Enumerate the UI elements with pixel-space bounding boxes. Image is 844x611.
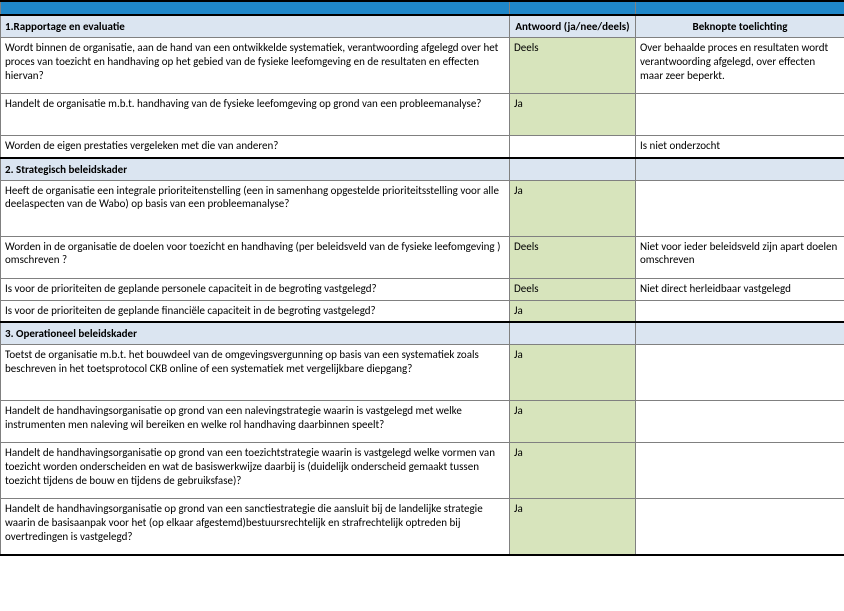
- table-row: Heeft de organisatie een integrale prior…: [1, 180, 844, 236]
- question-cell: Toetst de organisatie m.b.t. het bouwdee…: [1, 345, 510, 401]
- table-row: Handelt de handhavingsorganisatie op gro…: [1, 499, 844, 555]
- answer-cell: Ja: [510, 345, 636, 401]
- table-row: Toetst de organisatie m.b.t. het bouwdee…: [1, 345, 844, 401]
- table-row: Handelt de handhavingsorganisatie op gro…: [1, 443, 844, 499]
- top-bar-cell: [510, 1, 636, 15]
- section-title: 1.Rapportage en evaluatie: [1, 15, 510, 38]
- answer-cell: Ja: [510, 300, 636, 322]
- section-header-empty: [510, 322, 636, 345]
- answer-cell: Deels: [510, 278, 636, 300]
- column-header-answer: Antwoord (ja/nee/deels): [510, 15, 636, 38]
- question-cell: Is voor de prioriteiten de geplande pers…: [1, 278, 510, 300]
- section-header-empty: [510, 158, 636, 181]
- table-row: Handelt de handhavingsorganisatie op gro…: [1, 401, 844, 443]
- answer-cell: Ja: [510, 94, 636, 136]
- top-blue-bar: [1, 1, 844, 15]
- explain-cell: Niet voor ieder beleidsveld zijn apart d…: [636, 236, 844, 278]
- answer-cell: Ja: [510, 499, 636, 555]
- section-header-empty: [636, 322, 844, 345]
- question-cell: Is voor de prioriteiten de geplande fina…: [1, 300, 510, 322]
- answer-cell: Deels: [510, 236, 636, 278]
- top-bar-cell: [1, 1, 510, 15]
- explain-cell: [636, 345, 844, 401]
- evaluation-table: 1.Rapportage en evaluatieAntwoord (ja/ne…: [0, 0, 844, 556]
- explain-cell: Over behaalde proces en resultaten wordt…: [636, 38, 844, 94]
- answer-cell: [510, 136, 636, 158]
- table-row: Is voor de prioriteiten de geplande fina…: [1, 300, 844, 322]
- section-header: 1.Rapportage en evaluatieAntwoord (ja/ne…: [1, 15, 844, 38]
- explain-cell: Is niet onderzocht: [636, 136, 844, 158]
- answer-cell: Ja: [510, 180, 636, 236]
- section-header-empty: [636, 158, 844, 181]
- explain-cell: Niet direct herleidbaar vastgelegd: [636, 278, 844, 300]
- question-cell: Worden de eigen prestaties vergeleken me…: [1, 136, 510, 158]
- column-header-explain: Beknopte toelichting: [636, 15, 844, 38]
- question-cell: Handelt de handhavingsorganisatie op gro…: [1, 401, 510, 443]
- section-header: 3. Operationeel beleidskader: [1, 322, 844, 345]
- question-cell: Worden in de organisatie de doelen voor …: [1, 236, 510, 278]
- question-cell: Handelt de handhavingsorganisatie op gro…: [1, 443, 510, 499]
- question-cell: Handelt de organisatie m.b.t. handhaving…: [1, 94, 510, 136]
- top-bar-cell: [636, 1, 844, 15]
- question-cell: Heeft de organisatie een integrale prior…: [1, 180, 510, 236]
- table-row: Handelt de organisatie m.b.t. handhaving…: [1, 94, 844, 136]
- table-row: Is voor de prioriteiten de geplande pers…: [1, 278, 844, 300]
- answer-cell: Ja: [510, 401, 636, 443]
- section-header: 2. Strategisch beleidskader: [1, 158, 844, 181]
- section-title: 3. Operationeel beleidskader: [1, 322, 510, 345]
- table-row: Wordt binnen de organisatie, aan de hand…: [1, 38, 844, 94]
- explain-cell: [636, 180, 844, 236]
- table-row: Worden de eigen prestaties vergeleken me…: [1, 136, 844, 158]
- question-cell: Wordt binnen de organisatie, aan de hand…: [1, 38, 510, 94]
- answer-cell: Ja: [510, 443, 636, 499]
- explain-cell: [636, 443, 844, 499]
- question-cell: Handelt de handhavingsorganisatie op gro…: [1, 499, 510, 555]
- section-title: 2. Strategisch beleidskader: [1, 158, 510, 181]
- explain-cell: [636, 94, 844, 136]
- table-row: Worden in de organisatie de doelen voor …: [1, 236, 844, 278]
- answer-cell: Deels: [510, 38, 636, 94]
- explain-cell: [636, 499, 844, 555]
- explain-cell: [636, 401, 844, 443]
- explain-cell: [636, 300, 844, 322]
